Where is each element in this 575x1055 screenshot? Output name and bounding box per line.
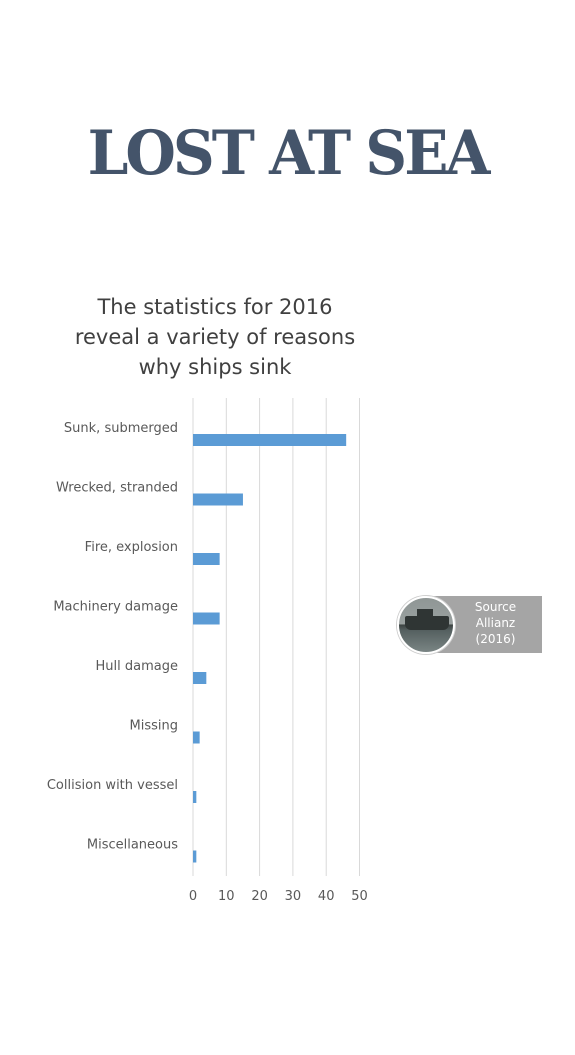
x-tick-label-30: 30 — [285, 889, 302, 904]
bar-5 — [193, 672, 207, 684]
ship-photo — [397, 596, 455, 654]
x-tick-label-20: 20 — [251, 889, 268, 904]
source-name: Allianz — [475, 616, 516, 630]
category-label: Collision with vessel — [47, 778, 178, 793]
bar-2 — [193, 493, 243, 506]
category-label: Wrecked, stranded — [56, 481, 178, 496]
x-tick-label-40: 40 — [318, 889, 335, 904]
category-label: Hull damage — [96, 659, 178, 674]
bar-4 — [193, 612, 220, 625]
category-label: Machinery damage — [53, 600, 178, 615]
x-tick-label-50: 50 — [351, 889, 368, 904]
bar-7 — [193, 791, 197, 803]
bar-6 — [193, 731, 200, 744]
source-text: Source Allianz (2016) — [449, 599, 542, 647]
chart-title-line-2: reveal a variety of reasons — [74, 325, 356, 349]
bar-1 — [193, 434, 347, 446]
category-label: Miscellaneous — [87, 838, 178, 853]
category-label: Sunk, submerged — [64, 421, 178, 436]
category-label: Missing — [130, 719, 178, 734]
x-tick-label-10: 10 — [218, 889, 235, 904]
chart-title: The statistics for 2016 reveal a variety… — [60, 292, 370, 382]
chart-title-line-1: The statistics for 2016 — [97, 295, 333, 319]
source-year: (2016) — [475, 632, 516, 646]
headline: LOST AT SEA — [87, 117, 491, 189]
bar-3 — [193, 553, 220, 565]
chart-title-line-3: why ships sink — [138, 355, 292, 379]
ship-hull — [405, 616, 449, 630]
x-tick-label-0: 0 — [189, 889, 197, 904]
source-badge: Source Allianz (2016) — [397, 596, 542, 654]
bar-8 — [193, 850, 197, 863]
ship-superstructure — [417, 609, 433, 617]
source-label: Source — [474, 600, 517, 614]
category-label: Fire, explosion — [85, 540, 178, 555]
